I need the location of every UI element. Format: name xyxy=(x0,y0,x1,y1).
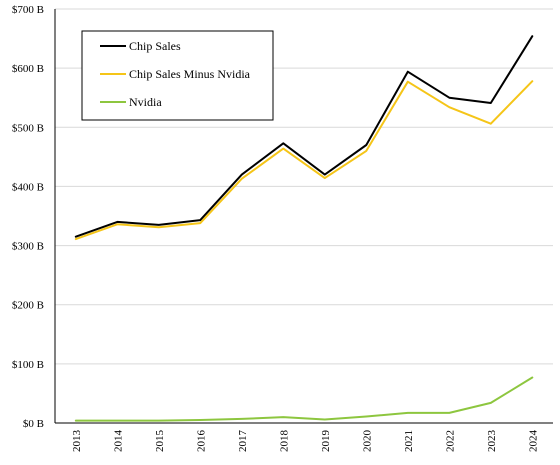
legend: Chip Sales Chip Sales Minus Nvidia Nvidia xyxy=(81,30,274,121)
series-group xyxy=(74,35,534,422)
y-axis: $0 B $100 B $200 B $300 B $400 B $500 B $600 B… xyxy=(12,4,56,430)
series-line-chip-sales-minus-nvidia xyxy=(74,80,534,241)
x-tick-label: 2022 xyxy=(444,430,456,452)
series-line-nvidia xyxy=(74,376,534,422)
legend-label: Nvidia xyxy=(129,95,162,109)
y-tick-label: $600 B xyxy=(12,63,44,75)
x-tick-label: 2024 xyxy=(527,430,539,453)
x-tick-label: 2018 xyxy=(278,430,290,453)
x-axis: 2013 2014 2015 2016 2017 2018 2019 2020 2021 2022… xyxy=(55,422,553,453)
y-tick-label: $0 B xyxy=(23,418,44,430)
x-tick-label: 2014 xyxy=(112,430,124,453)
y-tick-label: $100 B xyxy=(12,359,44,371)
x-tick-label: 2021 xyxy=(403,430,415,452)
y-tick-label: $700 B xyxy=(12,4,44,16)
x-tick-label: 2017 xyxy=(237,430,249,453)
legend-label: Chip Sales xyxy=(129,39,181,53)
x-tick-label: 2019 xyxy=(320,430,332,453)
y-tick-label: $200 B xyxy=(12,300,44,312)
x-tick-label: 2020 xyxy=(361,430,373,453)
x-tick-label: 2023 xyxy=(486,430,498,453)
x-tick-label: 2015 xyxy=(154,430,166,453)
y-tick-label: $500 B xyxy=(12,122,44,134)
x-tick-label: 2016 xyxy=(195,430,207,453)
y-tick-label: $400 B xyxy=(12,181,44,193)
x-tick-label: 2013 xyxy=(71,430,83,453)
series-line-chip-sales xyxy=(74,35,534,238)
y-tick-label: $300 B xyxy=(12,241,44,253)
legend-label: Chip Sales Minus Nvidia xyxy=(129,67,251,81)
